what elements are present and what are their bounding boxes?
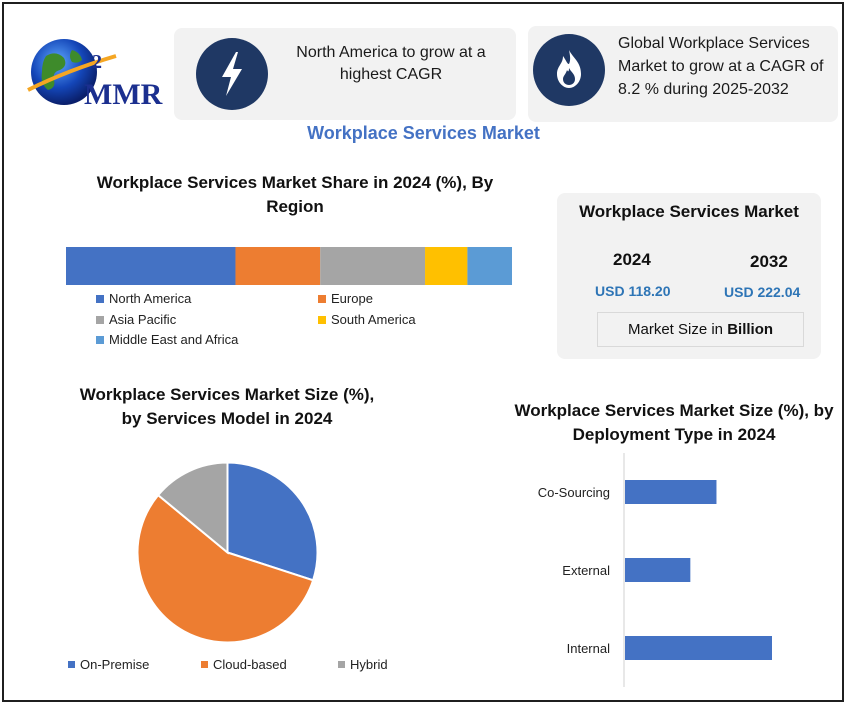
page-title: Workplace Services Market — [307, 123, 540, 143]
market-value-2024: USD 118.20 — [595, 283, 671, 299]
logo-text: MMR — [84, 78, 163, 111]
deployment-chart-title: Workplace Services Market Size (%), by D… — [514, 401, 834, 444]
legend-swatch — [68, 661, 75, 668]
legend-swatch — [96, 335, 104, 344]
legend-swatch — [96, 315, 104, 324]
pie-legend-item-on-premise: On-Premise — [68, 657, 149, 672]
deployment-label-co-sourcing: Co-Sourcing — [538, 485, 610, 500]
deployment-bar-co-sourcing — [625, 480, 717, 504]
deployment-bar-chart: Co-Sourcing External Internal — [520, 453, 830, 689]
region-segment-europe — [235, 247, 321, 285]
legend-swatch — [318, 315, 326, 324]
legend-label: North America — [109, 291, 192, 306]
market-value-2032: USD 222.04 — [724, 284, 801, 300]
highlight-card-cagr: Global Workplace Services Market to grow… — [528, 26, 838, 122]
market-unit-prefix: Market Size in — [627, 321, 728, 338]
mmr-logo: 2 MMR — [22, 32, 172, 117]
pie-slice-cloud-based — [136, 493, 315, 644]
region-segment-asia-pacific — [320, 247, 426, 285]
legend-label: Middle East and Africa — [109, 332, 239, 347]
services-model-pie — [130, 455, 325, 650]
market-unit-bold: Billion — [727, 321, 774, 338]
market-size-panel: Workplace Services Market 2024 2032 USD … — [557, 193, 821, 359]
legend-swatch — [96, 294, 104, 303]
flame-icon — [533, 34, 605, 106]
region-legend-item-south-america: South America — [318, 312, 416, 327]
deployment-bar-internal — [625, 636, 772, 660]
region-legend-item-middle-east-and-africa: Middle East and Africa — [96, 332, 238, 347]
legend-swatch — [318, 294, 326, 303]
region-stacked-bar — [66, 247, 512, 285]
legend-label: On-Premise — [80, 657, 150, 672]
legend-label: Asia Pacific — [109, 312, 177, 327]
region-chart-title: Workplace Services Market Share in 2024 … — [96, 173, 494, 216]
region-segment-north-america — [66, 247, 236, 285]
lightning-icon — [196, 38, 268, 110]
highlight-text-cagr: Global Workplace Services Market to grow… — [618, 35, 824, 98]
legend-swatch — [201, 661, 208, 668]
services-model-chart-title: Workplace Services Market Size (%), by S… — [79, 385, 375, 428]
region-legend-item-north-america: North America — [96, 291, 191, 306]
pie-legend-item-hybrid: Hybrid — [338, 657, 388, 672]
pie-slice-hybrid — [156, 461, 229, 555]
svg-text:2: 2 — [92, 51, 102, 73]
legend-label: Hybrid — [350, 657, 388, 672]
region-segment-south-america — [425, 247, 468, 285]
market-size-title: Workplace Services Market — [579, 202, 799, 221]
legend-label: South America — [331, 312, 416, 327]
market-year-2032: 2032 — [750, 252, 788, 271]
deployment-label-internal: Internal — [567, 641, 610, 656]
deployment-label-external: External — [562, 563, 610, 578]
market-unit-box: Market Size in Billion — [597, 312, 804, 347]
legend-label: Cloud-based — [213, 657, 287, 672]
region-segment-middle-east-and-africa — [467, 247, 512, 285]
highlight-text-growth-region: North America to grow at a highest CAGR — [296, 44, 486, 83]
deployment-bar-external — [625, 558, 691, 582]
region-legend-item-asia-pacific: Asia Pacific — [96, 312, 176, 327]
region-legend-item-europe: Europe — [318, 291, 373, 306]
pie-legend-item-cloud-based: Cloud-based — [201, 657, 287, 672]
highlight-card-growth-region: North America to grow at a highest CAGR — [174, 28, 516, 120]
legend-label: Europe — [331, 291, 373, 306]
pie-slice-on-premise — [226, 461, 319, 582]
market-year-2024: 2024 — [613, 250, 651, 269]
legend-swatch — [338, 661, 345, 668]
